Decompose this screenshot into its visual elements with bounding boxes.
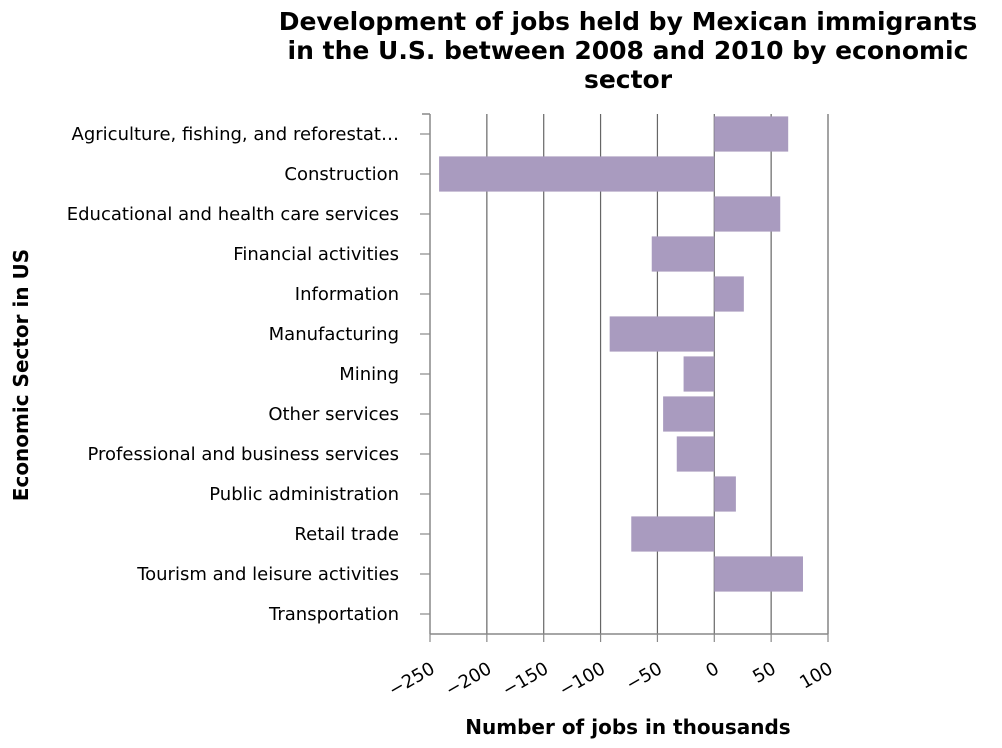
chart-title-line-2: in the U.S. between 2008 and 2010 by eco… xyxy=(288,36,969,65)
category-label-11: Tourism and leisure activities xyxy=(136,564,399,585)
chart-title-line-3: sector xyxy=(584,65,673,94)
x-tick-labels: −250 −200 −150 −100 −50 0 50 100 xyxy=(385,658,836,701)
category-label-5: Manufacturing xyxy=(269,324,399,345)
bar-6 xyxy=(683,356,715,392)
x-tick-label-5: 0 xyxy=(702,658,722,682)
x-tick-label-6: 50 xyxy=(749,658,779,688)
category-label-6: Mining xyxy=(339,364,399,385)
x-tick-label-4: −50 xyxy=(623,658,666,695)
x-tick-label-3: −100 xyxy=(556,658,609,701)
category-label-4: Information xyxy=(295,284,399,305)
category-label-3: Financial activities xyxy=(233,244,399,265)
bar-3 xyxy=(651,236,715,272)
category-label-2: Educational and health care services xyxy=(67,204,399,225)
bar-1 xyxy=(439,156,715,192)
x-tick-label-7: 100 xyxy=(796,658,836,693)
bar-4 xyxy=(714,276,744,312)
bar-7 xyxy=(663,396,715,432)
category-label-12: Transportation xyxy=(268,604,399,625)
bar-9 xyxy=(714,476,736,512)
x-tick-label-2: −150 xyxy=(499,658,552,701)
category-label-1: Construction xyxy=(284,164,399,185)
category-labels: Agriculture, fishing, and reforestat… Con… xyxy=(67,124,399,625)
category-label-7: Other services xyxy=(268,404,399,425)
bar-0 xyxy=(714,116,789,152)
category-label-0: Agriculture, fishing, and reforestat… xyxy=(72,124,399,145)
bar-10 xyxy=(631,516,715,552)
bar-8 xyxy=(676,436,715,472)
chart-title: Development of jobs held by Mexican immi… xyxy=(279,7,978,94)
category-label-8: Professional and business services xyxy=(87,444,399,465)
axes xyxy=(420,113,829,642)
gridlines xyxy=(486,114,829,634)
y-axis-title: Economic Sector in US xyxy=(9,249,33,501)
bar-5 xyxy=(609,316,715,352)
category-label-10: Retail trade xyxy=(294,524,399,545)
bar-2 xyxy=(714,196,781,232)
x-axis-title: Number of jobs in thousands xyxy=(465,715,790,739)
bars xyxy=(439,116,803,592)
x-tick-label-0: −250 xyxy=(385,658,438,701)
bar-11 xyxy=(714,556,803,592)
chart-title-line-1: Development of jobs held by Mexican immi… xyxy=(279,7,978,36)
x-tick-label-1: −200 xyxy=(442,658,495,701)
category-label-9: Public administration xyxy=(209,484,399,505)
